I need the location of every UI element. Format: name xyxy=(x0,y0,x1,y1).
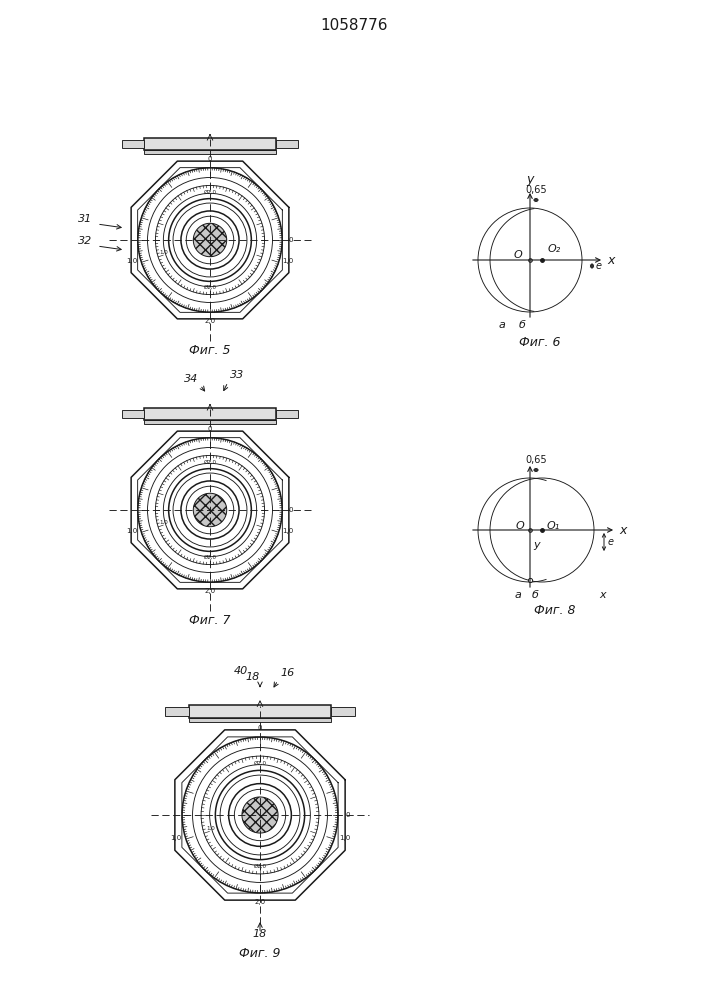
Text: Фиг. 9: Фиг. 9 xyxy=(239,947,281,960)
Text: 0: 0 xyxy=(258,725,262,731)
Text: O₁: O₁ xyxy=(547,521,560,531)
Bar xyxy=(189,718,332,722)
Bar xyxy=(332,707,355,716)
Text: Фиг. 5: Фиг. 5 xyxy=(189,344,230,357)
Text: 0: 0 xyxy=(208,156,212,162)
Text: O₂: O₂ xyxy=(548,244,561,254)
Polygon shape xyxy=(242,797,278,833)
Text: e: e xyxy=(608,537,614,547)
Text: 32: 32 xyxy=(78,236,92,246)
Text: y: y xyxy=(533,540,539,550)
Bar xyxy=(122,140,144,148)
Text: 0: 0 xyxy=(208,426,212,432)
Text: Ø2,0: Ø2,0 xyxy=(204,285,216,290)
Text: Фиг. 6: Фиг. 6 xyxy=(519,336,561,349)
Text: O: O xyxy=(513,250,522,260)
Text: 1,0: 1,0 xyxy=(126,258,137,264)
Text: 1,0: 1,0 xyxy=(170,835,181,841)
Text: 1,0: 1,0 xyxy=(283,528,294,534)
Text: 0: 0 xyxy=(288,237,293,243)
Text: Ø2,0: Ø2,0 xyxy=(254,761,267,766)
Text: Фиг. 7: Фиг. 7 xyxy=(189,614,230,627)
Text: a: a xyxy=(498,320,506,330)
Text: a: a xyxy=(515,590,522,600)
Text: 31: 31 xyxy=(78,214,92,224)
Text: 1,0: 1,0 xyxy=(339,835,350,841)
Bar xyxy=(276,140,298,148)
Text: 2,0: 2,0 xyxy=(255,899,266,905)
Text: б: б xyxy=(532,590,539,600)
Text: 1,0: 1,0 xyxy=(283,258,294,264)
Text: Ø2,0: Ø2,0 xyxy=(204,555,216,560)
Text: e: e xyxy=(596,261,602,271)
Text: 2,0: 2,0 xyxy=(204,588,216,594)
Bar xyxy=(144,408,276,420)
Text: 18: 18 xyxy=(253,929,267,939)
Text: 1,0: 1,0 xyxy=(206,826,215,831)
Text: Ø2,0: Ø2,0 xyxy=(254,864,267,869)
Text: 0,65: 0,65 xyxy=(525,455,547,465)
Text: x: x xyxy=(619,524,626,536)
Bar xyxy=(276,410,298,418)
Text: 0,65: 0,65 xyxy=(525,185,547,195)
Text: 2,0: 2,0 xyxy=(204,318,216,324)
Bar xyxy=(144,420,276,424)
Bar xyxy=(189,705,332,718)
Bar xyxy=(144,138,276,150)
Text: 0: 0 xyxy=(345,812,350,818)
Polygon shape xyxy=(193,223,227,257)
Text: 18: 18 xyxy=(246,672,260,682)
Bar xyxy=(165,707,189,716)
Text: б: б xyxy=(518,320,525,330)
Text: 1,0: 1,0 xyxy=(126,528,137,534)
Text: 1058776: 1058776 xyxy=(320,18,387,33)
Bar xyxy=(122,410,144,418)
Text: 16: 16 xyxy=(280,668,294,678)
Text: Ø2,0: Ø2,0 xyxy=(204,190,216,195)
Text: 33: 33 xyxy=(230,370,244,380)
Text: 1,0: 1,0 xyxy=(160,520,168,525)
Text: 40: 40 xyxy=(234,666,248,676)
Text: Ø2,0: Ø2,0 xyxy=(204,460,216,465)
Text: 34: 34 xyxy=(184,374,198,384)
Polygon shape xyxy=(193,493,227,527)
Bar xyxy=(144,150,276,154)
Text: O: O xyxy=(515,521,524,531)
Text: 1,0: 1,0 xyxy=(160,250,168,255)
Text: Фиг. 8: Фиг. 8 xyxy=(534,603,575,616)
Text: 0: 0 xyxy=(288,507,293,513)
Text: y: y xyxy=(526,173,534,186)
Text: x: x xyxy=(599,590,606,600)
Text: x: x xyxy=(607,253,614,266)
